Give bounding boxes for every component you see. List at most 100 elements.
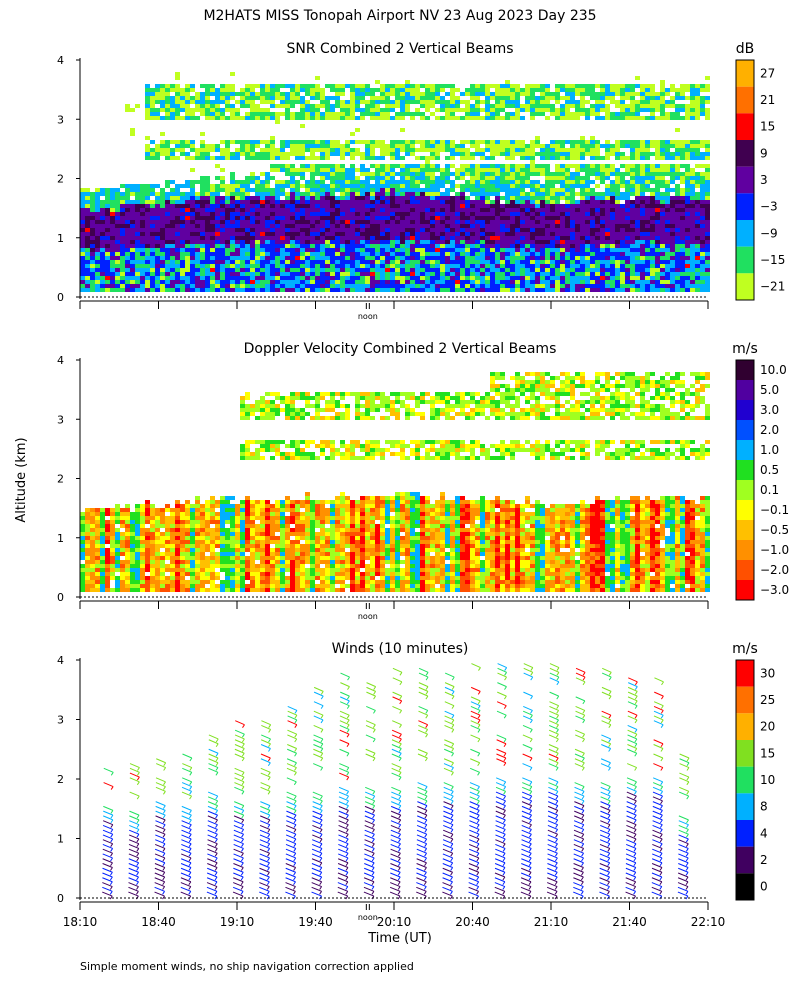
snr-cell [330,164,335,168]
snr-cell [515,140,520,144]
snr-cell [205,224,210,228]
snr-cell [140,288,145,292]
snr-cell [330,192,335,196]
snr-cell [185,100,190,104]
snr-cell [215,192,220,196]
snr-cell [480,84,485,88]
snr-cell [415,112,420,116]
snr-cell [290,268,295,272]
snr-cell [170,84,175,88]
snr-cell [90,248,95,252]
snr-cell [450,224,455,228]
snr-cell [390,180,395,184]
snr-cell [385,224,390,228]
snr-cell [480,212,485,216]
snr-cell [210,100,215,104]
snr-cell [150,288,155,292]
snr-cell [155,272,160,276]
snr-cell [430,252,435,256]
snr-cell [675,176,680,180]
snr-cell [190,208,195,212]
snr-cell [620,152,625,156]
snr-cell [225,116,230,120]
snr-cell [225,92,230,96]
snr-cell [105,204,110,208]
snr-cell [400,92,405,96]
snr-cell [430,172,435,176]
snr-cell [660,220,665,224]
snr-cell [450,112,455,116]
snr-cell [655,140,660,144]
snr-cell [605,112,610,116]
snr-cell [185,276,190,280]
snr-cell [200,84,205,88]
snr-cell [385,208,390,212]
snr-cell [585,116,590,120]
snr-cell [180,152,185,156]
snr-cell [635,156,640,160]
snr-cell [150,140,155,144]
snr-cell [395,220,400,224]
snr-cell [145,272,150,276]
snr-cell [550,260,555,264]
snr-cell [595,168,600,172]
snr-cell [430,212,435,216]
snr-cell [125,260,130,264]
snr-cell [305,216,310,220]
snr-cell [205,244,210,248]
snr-cell [540,276,545,280]
snr-cell [165,276,170,280]
snr-cell [465,256,470,260]
snr-cell [515,188,520,192]
snr-cell [600,196,605,200]
snr-cell [170,104,175,108]
snr-cell [480,100,485,104]
snr-cell [555,216,560,220]
snr-cell [665,100,670,104]
snr-cell [205,104,210,108]
snr-cell [150,276,155,280]
snr-cell [540,244,545,248]
snr-cell [270,228,275,232]
snr-cell [475,216,480,220]
snr-cell [130,208,135,212]
snr-cell [610,208,615,212]
snr-cell [425,272,430,276]
snr-cell [135,228,140,232]
snr-cell [500,196,505,200]
snr-cell [460,92,465,96]
snr-cell [95,284,100,288]
snr-cell [400,264,405,268]
snr-cell [110,216,115,220]
snr-cell [580,276,585,280]
snr-cell [315,216,320,220]
snr-cell [255,244,260,248]
snr-cell [470,240,475,244]
snr-cell [490,144,495,148]
snr-cell [190,184,195,188]
snr-cell [325,196,330,200]
snr-cell [660,232,665,236]
snr-cell [400,224,405,228]
snr-cell [200,268,205,272]
snr-cell [510,156,515,160]
snr-cell [230,240,235,244]
snr-cell [290,260,295,264]
snr-cell [265,92,270,96]
snr-cell [540,288,545,292]
snr-cell [655,272,660,276]
snr-cell [325,280,330,284]
snr-cell [115,188,120,192]
snr-cell [170,236,175,240]
snr-cell [475,268,480,272]
snr-cell [590,108,595,112]
snr-cell [170,108,175,112]
snr-cell [335,176,340,180]
snr-cell [545,248,550,252]
snr-cell [305,276,310,280]
snr-cell [395,96,400,100]
snr-cell [80,228,85,232]
snr-cell [640,232,645,236]
snr-cell [300,264,305,268]
snr-cell [205,192,210,196]
